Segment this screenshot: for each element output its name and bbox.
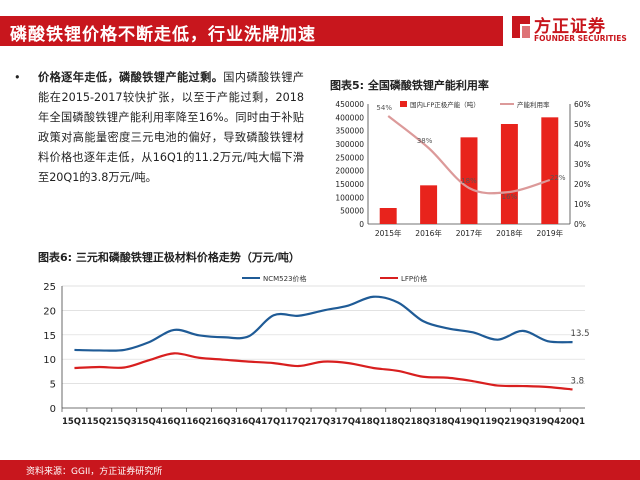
capacity-bar [420,185,438,224]
legend-capacity-swatch [400,101,407,107]
x-tick-label: 17Q1 [261,417,286,427]
x-tick-label: 19Q4 [535,417,560,427]
figure6-title: 图表6: 三元和磷酸铁锂正极材料价格走势（万元/吨） [38,251,300,264]
legend-capacity-label: 国内LFP正极产能（吨） [410,100,480,109]
x-tick-label: 17Q4 [336,417,361,427]
utilization-data-label: 38% [417,137,433,145]
x-tick-label: 17Q2 [286,417,311,427]
utilization-data-label: 22% [550,174,566,182]
bullet-text: 国内磷酸铁锂产能在2015-2017较快扩张，以至于产能过剩，2018年全国磷酸… [38,71,304,184]
capacity-utilization-chart: 0 50000 100000 150000 200000 250000 300000 3500… [335,100,591,238]
utilization-data-label: 16% [502,193,518,201]
legend-lfp-label: LFP价格 [401,274,427,283]
lfp-price-line [74,352,573,391]
y-tick-label: 25 [43,282,56,293]
x-tick-label: 15Q1 [62,417,87,427]
x-tick-label: 16Q4 [236,417,261,427]
right-y-tick-label: 50% [574,120,591,129]
ncm523-price-line [74,295,573,352]
left-y-tick-label: 250000 [335,153,364,162]
capacity-bar [541,117,559,224]
x-tick-label: 16Q1 [162,417,187,427]
y-tick-label: 10 [43,355,56,366]
x-tick-label: 16Q3 [211,417,236,427]
logo-name-en: FOUNDER SECURITIES [534,34,627,43]
header: 磷酸铁锂价格不断走低，行业洗牌加速 方正证券 FOUNDER SECURITIE… [0,0,640,50]
left-y-tick-label: 200000 [335,167,364,176]
x-tick-label: 2015年 [375,228,402,238]
footer: 资料来源：GGII，方正证券研究所 [0,460,640,480]
legend-utilization-label: 产能利用率 [517,100,550,109]
x-tick-label: 2019年 [537,228,564,238]
x-tick-label: 2016年 [415,228,442,238]
ncm523-end-label: 13.5 [571,329,590,339]
right-y-tick-label: 40% [574,140,591,149]
left-y-tick-label: 450000 [335,100,364,109]
right-y-tick-label: 20% [574,180,591,189]
x-tick-label: 15Q2 [87,417,112,427]
capacity-bar [460,137,478,224]
left-y-tick-label: 150000 [335,180,364,189]
utilization-data-label: 18% [461,177,477,185]
left-y-tick-label: 50000 [340,207,364,216]
capacity-bar [379,208,397,224]
x-tick-label: 18Q1 [361,417,386,427]
right-y-tick-label: 0% [574,220,586,229]
utilization-line [387,115,551,195]
left-y-tick-label: 350000 [335,127,364,136]
capacity-bar [500,124,518,224]
right-y-tick-label: 30% [574,160,591,169]
x-tick-label: 19Q1 [460,417,485,427]
x-tick-label: 2017年 [456,228,483,238]
x-tick-label: 15Q3 [112,417,137,427]
left-y-tick-label: 100000 [335,193,364,202]
x-tick-label: 2018年 [496,228,523,238]
title-bar: 磷酸铁锂价格不断走低，行业洗牌加速 [0,16,503,46]
x-tick-label: 17Q3 [311,417,336,427]
x-tick-label: 16Q2 [186,417,211,427]
right-y-tick-label: 60% [574,100,591,109]
y-tick-label: 5 [50,380,56,391]
cathode-price-chart: 0 5 10 15 20 25 15Q1 15Q2 15Q3 15Q4 16Q1 16Q2 16Q3 16… [43,274,590,427]
lfp-end-label: 3.8 [571,376,585,386]
legend-ncm523-label: NCM523价格 [263,274,307,283]
founder-logo-icon [512,16,530,38]
x-tick-label: 19Q3 [510,417,535,427]
left-y-tick-label: 300000 [335,140,364,149]
left-y-tick-label: 0 [359,220,364,229]
x-tick-label: 19Q2 [485,417,510,427]
x-tick-label: 18Q2 [386,417,411,427]
right-y-tick-label: 10% [574,200,591,209]
utilization-data-label: 54% [376,104,392,112]
x-tick-label: 20Q1 [560,417,585,427]
x-tick-label: 18Q3 [411,417,436,427]
y-tick-label: 0 [50,404,56,415]
y-tick-label: 20 [43,306,56,317]
y-tick-label: 15 [43,331,56,342]
x-tick-label: 18Q4 [436,417,461,427]
bullet-body: 价格逐年走低，磷酸铁锂产能过剩。国内磷酸铁锂产能在2015-2017较快扩张，以… [38,68,304,188]
source-note: 资料来源：GGII，方正证券研究所 [26,467,163,477]
logo-name-cn: 方正证券 [534,17,606,37]
page-title: 磷酸铁锂价格不断走低，行业洗牌加速 [10,25,316,45]
figure5-title: 图表5: 全国磷酸铁锂产能利用率 [330,79,489,92]
left-y-tick-label: 400000 [335,113,364,122]
bullet-dot-icon: • [14,71,21,84]
bullet-bold: 价格逐年走低，磷酸铁锂产能过剩。 [38,71,224,84]
founder-logo: 方正证券 FOUNDER SECURITIES [508,10,636,50]
x-tick-label: 15Q4 [137,417,162,427]
